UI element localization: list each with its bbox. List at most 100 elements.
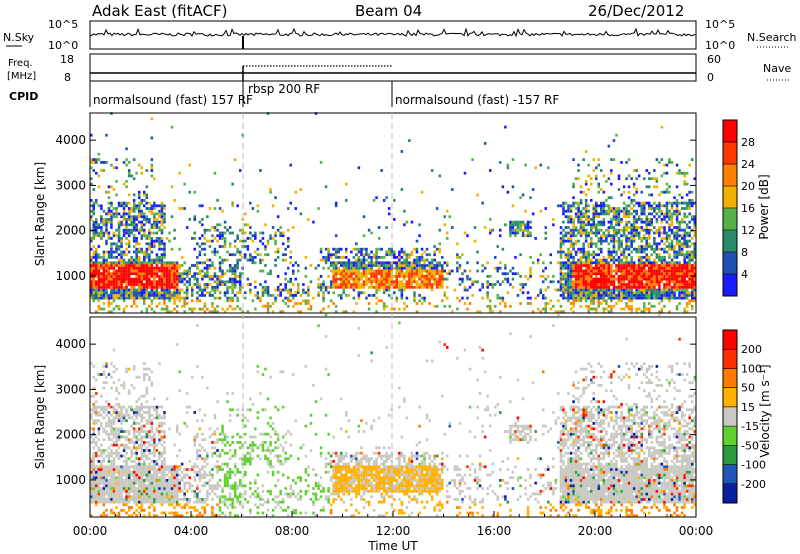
heatmap-cell — [138, 196, 141, 200]
heatmap-cell — [216, 283, 219, 286]
heatmap-cell — [655, 264, 659, 267]
heatmap-cell — [122, 470, 126, 474]
heatmap-cell — [112, 231, 116, 235]
heatmap-cell — [387, 207, 391, 210]
heatmap-cell — [600, 294, 603, 297]
heatmap-cell — [544, 207, 548, 210]
heatmap-cell — [650, 177, 654, 181]
heatmap-cell — [97, 470, 101, 474]
heatmap-cell — [577, 277, 580, 281]
heatmap-cell — [105, 508, 108, 512]
heatmap-cell — [145, 272, 149, 276]
heatmap-cell — [547, 302, 550, 305]
heatmap-cell — [163, 247, 166, 251]
heatmap-cell — [92, 394, 96, 398]
heatmap-cell — [683, 291, 686, 295]
heatmap-cell — [120, 294, 123, 297]
heatmap-cell — [365, 264, 368, 267]
heatmap-cell — [145, 495, 149, 499]
heatmap-cell — [319, 250, 323, 254]
heatmap-cell — [678, 277, 681, 281]
heatmap-cell — [95, 465, 98, 469]
heatmap-cell — [143, 449, 146, 452]
heatmap-cell — [92, 272, 96, 276]
heatmap-cell — [178, 277, 181, 281]
heatmap-cell — [685, 302, 689, 305]
heatmap-cell — [579, 212, 583, 216]
heatmap-cell — [481, 264, 484, 267]
heatmap-cell — [138, 498, 141, 501]
heatmap-cell — [115, 506, 118, 509]
heatmap-cell — [105, 288, 108, 292]
heatmap-cell — [448, 215, 452, 219]
heatmap-cell — [143, 277, 146, 281]
heatmap-cell — [140, 484, 144, 488]
heatmap-cell — [102, 169, 106, 172]
heatmap-cell — [625, 242, 628, 246]
heatmap-cell — [274, 264, 277, 267]
heatmap-cell — [191, 264, 194, 267]
heatmap-cell — [514, 234, 517, 238]
heatmap-cell — [693, 218, 697, 221]
colorbar-tick-label: 12 — [741, 224, 755, 237]
heatmap-cell — [433, 269, 436, 273]
heatmap-cell — [511, 285, 515, 289]
heatmap-cell — [579, 285, 583, 289]
heatmap-cell — [685, 226, 689, 229]
heatmap-cell — [357, 280, 361, 284]
heatmap-cell — [292, 296, 295, 300]
heatmap-cell — [95, 199, 98, 202]
heatmap-cell — [625, 215, 628, 219]
heatmap-cell — [559, 256, 563, 259]
heatmap-cell — [357, 261, 361, 265]
heatmap-cell — [160, 275, 164, 278]
heatmap-cell — [163, 212, 166, 216]
heatmap-cell — [582, 275, 585, 278]
heatmap-cell — [143, 481, 146, 485]
heatmap-cell — [630, 275, 633, 278]
heatmap-cell — [90, 394, 93, 398]
heatmap-cell — [145, 283, 149, 286]
heatmap-cell — [693, 231, 697, 235]
heatmap-cell — [574, 299, 578, 303]
heatmap-cell — [645, 285, 649, 289]
heatmap-cell — [135, 253, 138, 257]
heatmap-cell — [276, 247, 280, 251]
heatmap-cell — [678, 275, 681, 278]
heatmap-cell — [120, 481, 123, 485]
heatmap-cell — [203, 275, 207, 278]
heatmap-cell — [526, 302, 530, 305]
heatmap-cell — [201, 204, 204, 208]
heatmap-cell — [650, 223, 654, 227]
y-tick-label: 1000 — [55, 269, 86, 283]
heatmap-cell — [105, 266, 108, 270]
heatmap-cell — [625, 258, 628, 262]
heatmap-cell — [430, 288, 434, 292]
heatmap-cell — [175, 291, 179, 295]
heatmap-cell — [127, 228, 131, 232]
heatmap-cell — [660, 174, 664, 178]
heatmap-cell — [117, 201, 121, 205]
heatmap-cell — [90, 500, 93, 504]
heatmap-cell — [95, 498, 98, 501]
heatmap-cell — [617, 239, 621, 243]
heatmap-cell — [127, 169, 131, 172]
heatmap-cell — [145, 498, 149, 501]
heatmap-cell — [572, 264, 575, 267]
heatmap-cell — [352, 264, 356, 267]
heatmap-cell — [665, 171, 669, 175]
heatmap-cell — [675, 201, 679, 205]
heatmap-cell — [648, 302, 651, 305]
heatmap-cell — [95, 503, 98, 507]
heatmap-cell — [117, 264, 121, 267]
heatmap-cell — [390, 277, 394, 281]
heatmap-cell — [107, 234, 111, 238]
heatmap-cell — [622, 201, 626, 205]
heatmap-cell — [143, 250, 146, 254]
heatmap-cell — [645, 228, 649, 232]
heatmap-cell — [246, 223, 250, 227]
heatmap-cell — [597, 253, 601, 257]
heatmap-cell — [390, 261, 394, 265]
heatmap-cell — [509, 304, 512, 308]
heatmap-cell — [223, 237, 227, 240]
